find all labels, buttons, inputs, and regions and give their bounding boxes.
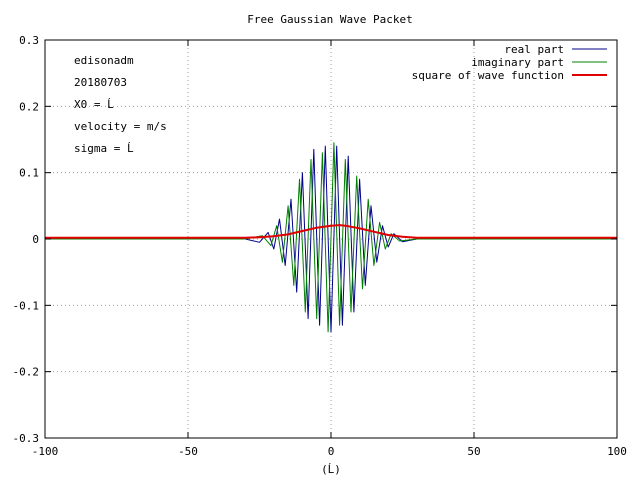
annotation-text: 20180703 [74, 76, 127, 89]
x-tick-label: -50 [178, 445, 198, 458]
y-tick-label: 0.3 [19, 34, 39, 47]
x-tick-label: -100 [32, 445, 59, 458]
annotations: edisonadm 20180703 X0 = Ĺ velocity = m/s sig… [74, 54, 167, 155]
annotation-text: edisonadm [74, 54, 134, 67]
chart-title: Free Gaussian Wave Packet [247, 13, 413, 26]
annotation-text: velocity = m/s [74, 120, 167, 133]
x-tick-label: 50 [467, 445, 480, 458]
legend-label: square of wave function [412, 69, 564, 82]
legend-label: imaginary part [471, 56, 564, 69]
legend-label: real part [504, 43, 564, 56]
y-tick-label: 0.1 [19, 167, 39, 180]
series-layer [45, 142, 617, 333]
y-tick-label: -0.3 [13, 432, 40, 445]
series-line-1 [45, 142, 617, 333]
y-tick-label: -0.2 [13, 366, 40, 379]
x-tick-label: 0 [328, 445, 335, 458]
y-tick-label: 0.2 [19, 100, 39, 113]
axis-ticks: -100 -50 0 50 100 0.3 0.2 0.1 0 -0.1 -0.2 -0.3 [13, 34, 627, 458]
x-axis-label: (Ĺ) [321, 463, 341, 476]
x-tick-label: 100 [607, 445, 627, 458]
annotation-text: sigma = Ĺ [74, 142, 134, 155]
series-line-2 [45, 224, 617, 239]
annotation-text: X0 = Ĺ [74, 98, 114, 111]
y-tick-label: 0 [32, 233, 39, 246]
y-tick-label: -0.1 [13, 299, 40, 312]
